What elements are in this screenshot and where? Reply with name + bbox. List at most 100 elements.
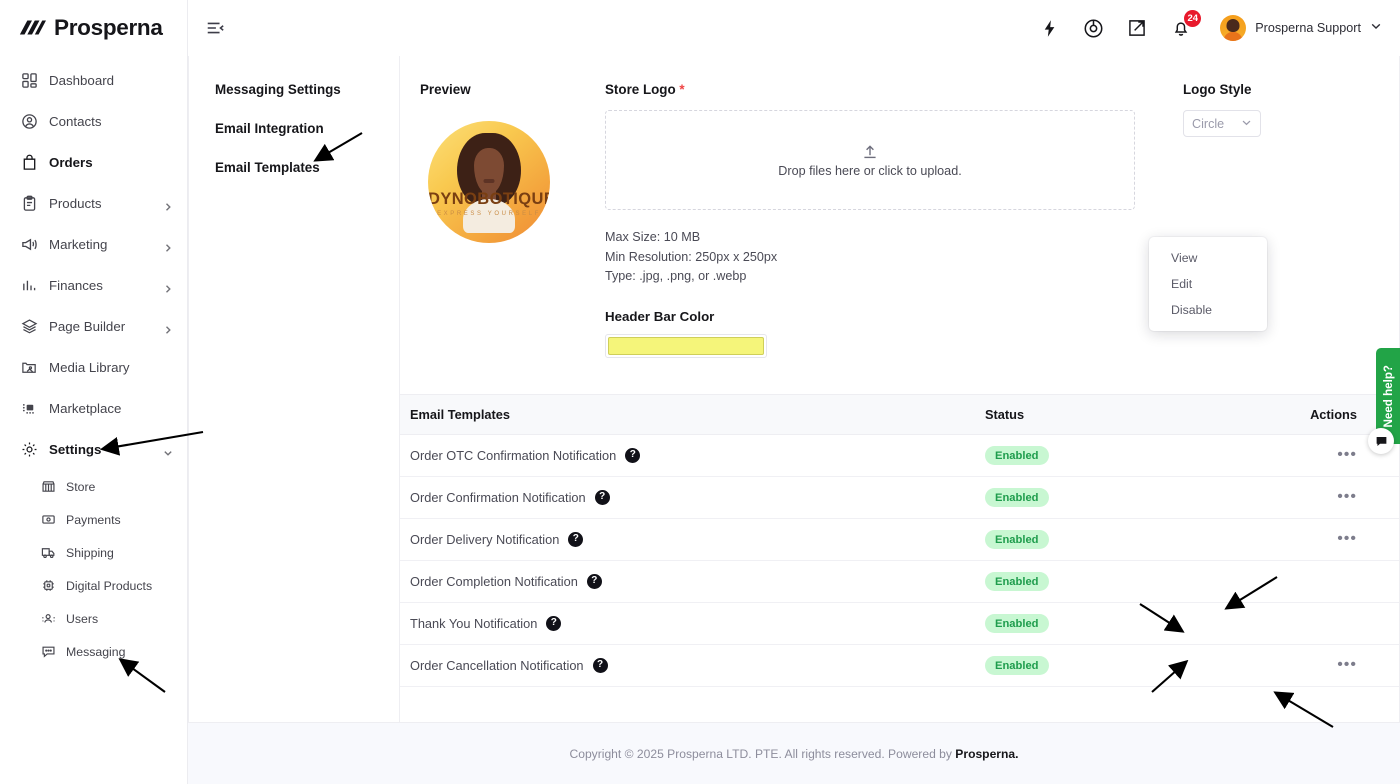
external-link-icon[interactable] xyxy=(1126,17,1148,39)
status-badge: Enabled xyxy=(985,488,1049,508)
status-cell: Enabled xyxy=(985,488,1237,508)
sidebar-item-digital-products[interactable]: Digital Products xyxy=(0,569,187,602)
sidebar-item-store[interactable]: Store xyxy=(0,470,187,503)
target-circle-icon[interactable] xyxy=(1082,17,1104,39)
header-bar-color-label: Header Bar Color xyxy=(605,308,715,324)
logo-style-value: Circle xyxy=(1192,116,1225,131)
menu-item-disable[interactable]: Disable xyxy=(1171,303,1213,317)
lightning-bolt-icon[interactable] xyxy=(1038,17,1060,39)
media-library-icon xyxy=(20,359,38,377)
meta-min-resolution: Min Resolution: 250px x 250px xyxy=(605,249,778,264)
status-cell: Enabled xyxy=(985,656,1237,676)
help-question-icon[interactable]: ? xyxy=(594,489,610,505)
color-swatch xyxy=(608,336,764,355)
sidebar-item-finances[interactable]: Finances xyxy=(0,265,187,306)
sidebar-item-label: Contacts xyxy=(49,114,102,129)
sidebar-item-orders[interactable]: Orders xyxy=(0,142,187,183)
sidebar-item-messaging[interactable]: Messaging xyxy=(0,635,187,668)
sidebar-item-label: Finances xyxy=(49,278,103,293)
store-logo-preview: DYNOBOTIQUE EXPRESS YOURSELF xyxy=(428,121,550,243)
row-actions-button[interactable]: ••• xyxy=(1337,446,1357,464)
logo-tagline: EXPRESS YOURSELF xyxy=(437,211,541,217)
footer: Copyright © 2025 Prosperna LTD. PTE. All… xyxy=(188,722,1400,784)
sidebar-item-media-library[interactable]: Media Library xyxy=(0,347,187,388)
settings-submenu: Store Payments xyxy=(0,470,187,668)
digital-products-chip-icon xyxy=(40,578,56,594)
actions-cell: ••• xyxy=(1237,530,1365,548)
email-templates-panel: Preview DYNOBOTIQUE EXPRESS YOURSELF xyxy=(400,56,1400,722)
table-header-row: Email Templates Status Actions xyxy=(400,393,1399,435)
row-actions-button[interactable]: ••• xyxy=(1337,530,1357,548)
need-help-label: Need help? xyxy=(1381,364,1395,428)
column-header-actions: Actions xyxy=(1310,406,1357,422)
marketing-megaphone-icon xyxy=(20,236,38,254)
nav-link-email-templates[interactable]: Email Templates xyxy=(215,160,320,175)
table-row: Order Delivery Notification ? Enabled ••… xyxy=(400,519,1399,561)
notifications-bell[interactable]: 24 xyxy=(1170,10,1202,39)
menu-item-view[interactable]: View xyxy=(1171,251,1198,265)
status-cell: Enabled xyxy=(985,572,1237,592)
shipping-truck-icon xyxy=(40,545,56,561)
template-name-cell: Order Completion Notification ? xyxy=(410,573,985,589)
sidebar-item-products[interactable]: Products xyxy=(0,183,187,224)
header-bar-color-picker[interactable] xyxy=(605,333,767,358)
sidebar-item-settings[interactable]: Settings xyxy=(0,429,187,470)
help-question-icon[interactable]: ? xyxy=(625,447,641,463)
meta-max-size: Max Size: 10 MB xyxy=(605,230,701,244)
status-badge: Enabled xyxy=(985,572,1049,592)
store-logo-dropzone[interactable]: Drop files here or click to upload. xyxy=(605,110,1135,210)
help-question-icon[interactable]: ? xyxy=(592,657,608,673)
sidebar-item-label: Media Library xyxy=(49,360,130,375)
notification-count-badge: 24 xyxy=(1184,10,1202,27)
sidebar-item-dashboard[interactable]: Dashboard xyxy=(0,60,187,101)
brand-name: Prosperna xyxy=(54,15,163,40)
sidebar-item-contacts[interactable]: Contacts xyxy=(0,101,187,142)
chat-bubble-icon[interactable] xyxy=(1368,428,1394,454)
sidebar-item-label: Dashboard xyxy=(49,73,115,88)
prosperna-logo-icon xyxy=(18,18,46,38)
orders-bag-icon xyxy=(20,154,38,172)
sidebar-item-page-builder[interactable]: Page Builder xyxy=(0,306,187,347)
store-logo-label-text: Store Logo xyxy=(605,82,676,97)
sidebar-item-users[interactable]: Users xyxy=(0,602,187,635)
sidebar-item-label: Marketing xyxy=(49,237,108,252)
actions-cell: ••• xyxy=(1237,446,1365,464)
sidebar-item-payments[interactable]: Payments xyxy=(0,503,187,536)
meta-file-type: Type: .jpg, .png, or .webp xyxy=(605,269,747,284)
dashboard-icon xyxy=(20,72,38,90)
footer-text: Copyright © 2025 Prosperna LTD. PTE. All… xyxy=(570,747,1019,761)
dropzone-text: Drop files here or click to upload. xyxy=(778,163,962,178)
footer-brand: Prosperna. xyxy=(955,746,1019,761)
row-actions-button[interactable]: ••• xyxy=(1337,656,1357,674)
store-logo-label: Store Logo * xyxy=(605,82,1135,97)
sidebar-item-label: Shipping xyxy=(66,545,114,560)
store-logo-column: Store Logo * Drop files here or click to… xyxy=(605,82,1135,358)
status-badge: Enabled xyxy=(985,446,1049,466)
sidebar-item-marketplace[interactable]: Marketplace xyxy=(0,388,187,429)
sidebar-item-label: Products xyxy=(49,196,102,211)
sidebar-collapse-icon[interactable] xyxy=(204,17,226,39)
chevron-right-icon xyxy=(163,281,173,293)
help-question-icon[interactable]: ? xyxy=(586,573,602,589)
user-menu[interactable]: Prosperna Support xyxy=(1220,15,1382,41)
payments-card-icon xyxy=(40,512,56,528)
row-actions-button[interactable]: ••• xyxy=(1337,488,1357,506)
column-header-status: Status xyxy=(985,406,1025,422)
menu-item-edit[interactable]: Edit xyxy=(1171,277,1193,291)
sidebar-item-marketing[interactable]: Marketing xyxy=(0,224,187,265)
table-row: Thank You Notification ? Enabled xyxy=(400,603,1399,645)
required-asterisk: * xyxy=(679,82,685,97)
help-question-icon[interactable]: ? xyxy=(568,531,584,547)
brand[interactable]: Prosperna xyxy=(0,0,187,56)
messaging-settings-title: Messaging Settings xyxy=(215,82,341,97)
template-name-cell: Order Confirmation Notification ? xyxy=(410,489,985,505)
logo-style-select[interactable]: Circle xyxy=(1183,110,1261,137)
table-row: Order OTC Confirmation Notification ? En… xyxy=(400,435,1399,477)
nav-link-email-integration[interactable]: Email Integration xyxy=(215,121,324,136)
template-name-cell: Order Delivery Notification ? xyxy=(410,531,985,547)
sidebar-item-label: Messaging xyxy=(66,644,126,659)
sidebar-item-shipping[interactable]: Shipping xyxy=(0,536,187,569)
sidebar-item-label: Page Builder xyxy=(49,319,126,334)
help-question-icon[interactable]: ? xyxy=(546,615,562,631)
logo-settings-form: Preview DYNOBOTIQUE EXPRESS YOURSELF xyxy=(420,82,1365,358)
